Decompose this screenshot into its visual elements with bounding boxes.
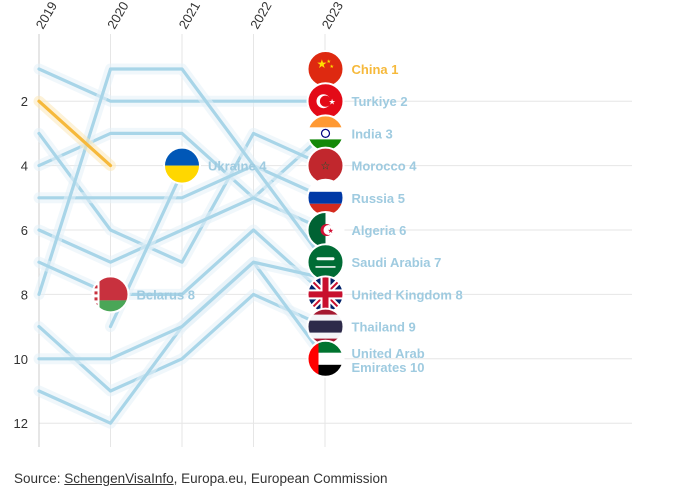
- source-prefix: Source:: [14, 471, 65, 486]
- series-line-china: [37, 99, 113, 168]
- series-line-algeria: [37, 196, 327, 264]
- series-line-thailand: [37, 292, 327, 393]
- x-tick-label: 2023: [319, 0, 346, 31]
- svg-text:★: ★: [330, 64, 335, 70]
- y-tick-label: 2: [21, 94, 28, 109]
- series-line-russia: [37, 164, 327, 200]
- source-rest: , Europa.eu, European Commission: [173, 471, 388, 486]
- series-label: United Arab: [352, 346, 425, 361]
- source-link[interactable]: SchengenVisaInfo: [64, 471, 174, 486]
- y-tick-label: 8: [21, 287, 28, 302]
- flags: ★ ★★★☆★: [91, 50, 345, 378]
- y-tick-label: 10: [14, 352, 28, 367]
- x-tick-label: 2020: [104, 0, 131, 31]
- svg-text:★: ★: [328, 227, 334, 235]
- series-labels: China 1 Turkiye 2 India 3 Morocco 4 Russia 5…: [137, 62, 463, 375]
- series-label: India 3: [352, 126, 393, 141]
- india-flag-icon: [306, 114, 345, 153]
- morocco-flag-icon: ☆: [306, 146, 345, 185]
- ukraine-flag-icon: [163, 146, 201, 185]
- china-flag-icon: ★ ★★: [306, 50, 345, 88]
- united-kingdom-flag-icon: [306, 275, 345, 314]
- turkiye-flag-icon: ★: [306, 82, 345, 121]
- svg-text:☆: ☆: [321, 160, 331, 173]
- series-label: United Kingdom 8: [352, 287, 463, 302]
- x-tick-label: 2021: [176, 0, 203, 31]
- series-line-turkiye: [37, 67, 327, 103]
- series-label: Turkiye 2: [352, 94, 408, 109]
- russia-flag-icon: [306, 178, 345, 217]
- belarus-flag-icon: [91, 275, 130, 314]
- series-label: Ukraine 4: [208, 159, 267, 174]
- series-lines: [33, 63, 331, 429]
- series-label: Saudi Arabia 7: [352, 255, 442, 270]
- svg-text:★: ★: [329, 98, 336, 107]
- svg-text:★: ★: [327, 59, 332, 65]
- thailand-flag-icon: [306, 307, 345, 346]
- x-tick-label: 2022: [247, 0, 274, 31]
- svg-text:★: ★: [317, 57, 328, 71]
- y-tick-label: 4: [21, 159, 28, 174]
- source-note: Source: SchengenVisaInfo, Europa.eu, Eur…: [14, 471, 388, 486]
- y-tick-label: 6: [21, 223, 28, 238]
- series-line-united-kingdom: [37, 228, 327, 296]
- x-tick-label: 2019: [33, 0, 60, 31]
- saudi-arabia-flag-icon: [306, 243, 345, 282]
- algeria-flag-icon: ★: [306, 211, 345, 249]
- series-label: China 1: [352, 62, 399, 77]
- y-tick-label: 12: [14, 416, 28, 431]
- series-label: Emirates 10: [352, 360, 425, 375]
- uae-flag-icon: [306, 339, 345, 378]
- series-label: Russia 5: [352, 191, 405, 206]
- series-label: Algeria 6: [352, 223, 407, 238]
- series-line-other-1: [37, 260, 327, 361]
- series-label: Thailand 9: [352, 320, 416, 335]
- series-label: Belarus 8: [137, 287, 196, 302]
- series-label: Morocco 4: [352, 159, 418, 174]
